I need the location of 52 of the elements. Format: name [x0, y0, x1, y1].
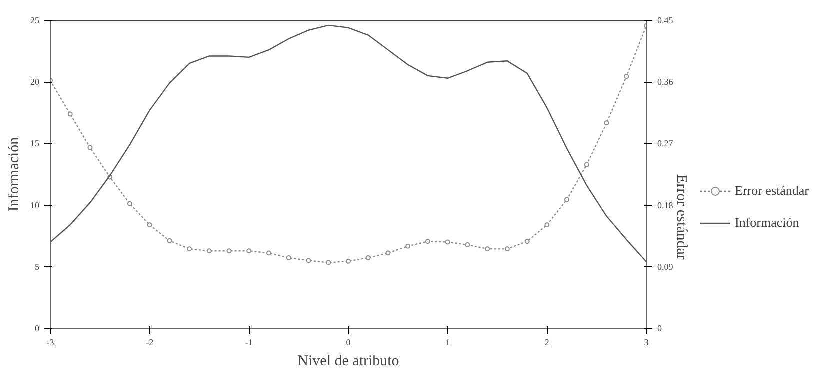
y-tick-label: 20	[30, 77, 40, 88]
y-tick-label: 10	[30, 200, 40, 210]
point	[226, 248, 232, 254]
x-tick-label: -3	[46, 338, 55, 348]
point	[406, 244, 411, 249]
point	[306, 258, 312, 264]
point	[127, 201, 132, 206]
point	[187, 246, 192, 252]
point	[524, 239, 530, 244]
legend-label: Información	[735, 215, 800, 231]
point	[386, 250, 391, 256]
y-axis-title: Información	[6, 136, 22, 212]
point	[266, 250, 272, 256]
y2-tick-label: 0.09	[658, 262, 674, 272]
x-axis-title: Nivel de atributo	[298, 354, 400, 370]
y2-tick-label: 0.18	[658, 200, 674, 210]
point	[167, 238, 172, 244]
point	[206, 248, 212, 254]
point	[624, 74, 630, 80]
point	[445, 240, 450, 245]
y-tick-label: 0	[35, 324, 40, 334]
x-tick-label: -2	[146, 338, 154, 348]
x-tick-label: 2	[544, 338, 550, 348]
y2-tick-label: 0.45	[658, 16, 674, 26]
point	[604, 120, 610, 126]
point	[88, 145, 93, 150]
point	[326, 260, 332, 266]
point	[485, 246, 490, 252]
y2-axis-title: Error estándar	[673, 174, 690, 260]
point	[425, 239, 430, 244]
point	[544, 222, 550, 228]
x-tick-label: 1	[446, 338, 450, 348]
point	[366, 256, 371, 260]
y-tick-label: 5	[35, 262, 40, 272]
point	[465, 242, 470, 248]
point	[504, 246, 510, 252]
point	[564, 197, 570, 202]
legend-label: Error estándar	[735, 183, 809, 199]
point	[584, 162, 590, 168]
y-tick-label: 25	[30, 16, 40, 26]
point	[246, 248, 252, 254]
y2-tick-label: 0.36	[658, 77, 674, 88]
x-tick-label: 0	[346, 338, 352, 348]
point	[286, 256, 292, 260]
x-tick-label: -1	[245, 338, 253, 348]
y-tick-label: 15	[30, 138, 40, 149]
y2-tick-label: 0.27	[658, 138, 674, 149]
point	[68, 112, 73, 117]
point	[346, 258, 351, 264]
y2-tick-label: 0	[658, 324, 662, 334]
x-tick-label: 3	[644, 338, 650, 348]
point	[147, 222, 152, 228]
